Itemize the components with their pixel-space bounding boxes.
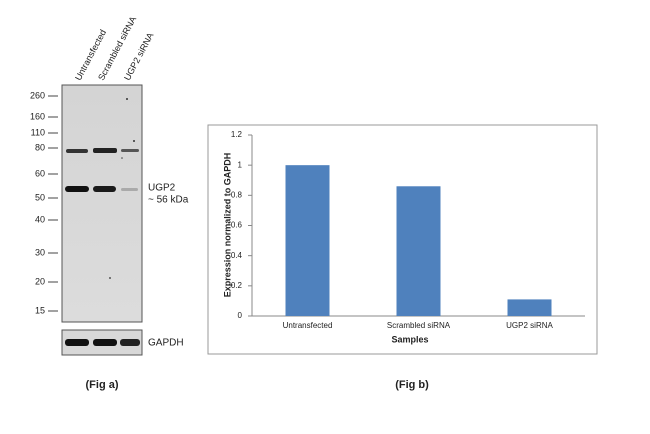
y-tick-label: 0.6 bbox=[231, 221, 243, 230]
y-tick-label: 0.2 bbox=[231, 281, 243, 290]
bar bbox=[285, 165, 330, 316]
marker-label: 20 bbox=[35, 276, 45, 286]
band-size: ~ 56 kDa bbox=[148, 195, 189, 206]
x-axis-label: Samples bbox=[391, 334, 428, 344]
marker-label: 40 bbox=[35, 214, 45, 224]
marker-label: 110 bbox=[31, 127, 45, 137]
x-tick-label: Scrambled siRNA bbox=[387, 321, 451, 330]
x-tick-label: UGP2 siRNA bbox=[506, 321, 553, 330]
y-axis-label: Expression normalized to GAPDH bbox=[222, 153, 232, 298]
y-tick-label: 0.4 bbox=[231, 251, 243, 260]
y-tick-label: 0.8 bbox=[231, 190, 243, 199]
blot-panel bbox=[61, 84, 143, 323]
caption-b: (Fig b) bbox=[395, 379, 429, 391]
bar bbox=[507, 299, 552, 316]
gapdh-bands bbox=[65, 339, 140, 346]
x-tick-label: Untransfected bbox=[283, 321, 333, 330]
marker-label: 160 bbox=[30, 111, 45, 121]
bands bbox=[65, 98, 139, 279]
bar bbox=[396, 186, 441, 316]
marker-label: 260 bbox=[30, 90, 45, 100]
y-tick-label: 1 bbox=[238, 160, 243, 169]
marker-label: 60 bbox=[35, 168, 45, 178]
marker-label: 80 bbox=[35, 142, 45, 152]
loading-control-label: GAPDH bbox=[148, 338, 184, 349]
caption-a: (Fig a) bbox=[86, 379, 119, 391]
y-tick-label: 0 bbox=[238, 311, 243, 320]
band-label: UGP2 bbox=[148, 183, 176, 194]
marker-label: 50 bbox=[35, 192, 45, 202]
y-tick-label: 1.2 bbox=[231, 130, 243, 139]
marker-label: 15 bbox=[35, 305, 45, 315]
marker-label: 30 bbox=[35, 247, 45, 257]
